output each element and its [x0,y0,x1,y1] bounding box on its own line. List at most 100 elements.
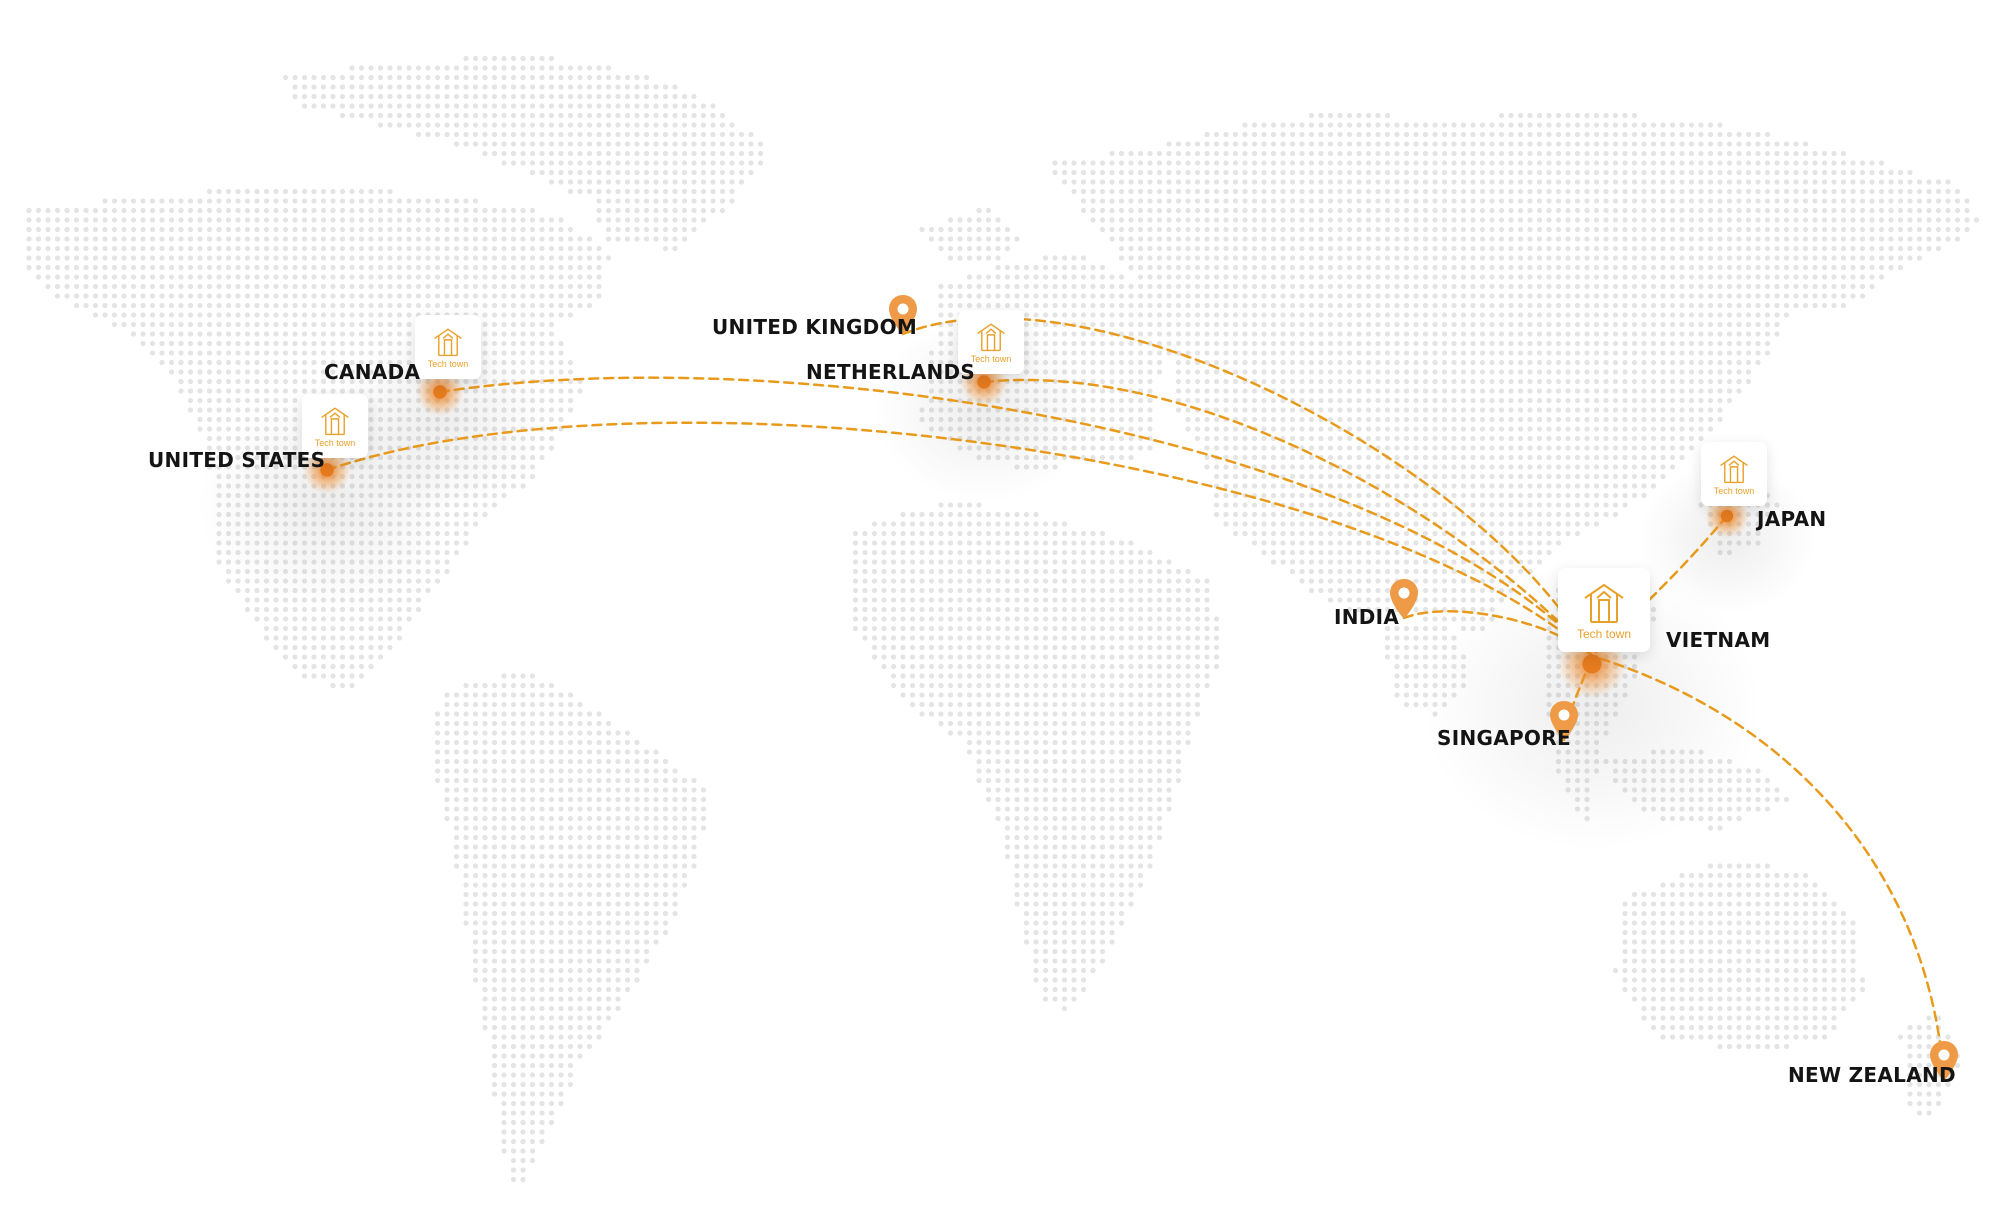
map-dot [1223,293,1229,299]
map-dot [1517,283,1524,290]
map-dot [1451,359,1457,366]
map-dot [947,302,954,309]
map-dot [216,416,222,423]
map-dot [1403,160,1410,166]
map-dot [1498,416,1505,423]
map-dot [1308,245,1315,252]
map-dot [605,74,612,81]
map-dot [330,255,336,261]
map-dot [1460,122,1467,128]
map-dot [1764,293,1771,299]
map-dot [330,321,336,328]
map-dot [292,369,298,375]
map-dot [1460,283,1467,290]
map-dot [539,321,545,328]
map-dot [1574,359,1581,366]
map-dot [1669,302,1676,309]
map-dot [1574,302,1581,309]
map-dot [1745,274,1752,280]
map-dot [662,122,669,128]
map-dot [681,141,688,147]
map-dot [1346,264,1353,271]
map-dot [596,188,602,195]
map-dot [700,141,707,147]
map-dot [1555,426,1562,432]
map-dot [643,207,650,214]
map-dot [159,302,165,309]
map-dot [1907,255,1913,261]
map-dot [1137,283,1144,290]
map-dot [1166,283,1172,290]
map-dot [1470,426,1476,432]
map-dot [634,150,640,157]
map-dot [1527,122,1533,128]
map-dot [501,103,507,109]
map-dot [1299,312,1305,318]
map-dot [1612,407,1619,413]
map-dot [482,122,488,128]
map-dot [1603,207,1609,214]
map-dot [1071,293,1077,299]
map-dot [282,217,289,223]
map-dot [1403,397,1410,404]
map-dot [976,293,982,299]
map-dot [1061,331,1068,337]
map-dot [985,293,992,299]
map-dot [1498,302,1505,309]
map-dot [615,84,621,90]
map-dot [54,274,61,280]
map-dot [1935,207,1942,214]
map-dot [1413,264,1419,271]
map-dot [634,207,640,214]
map-dot [1593,112,1600,119]
map-dot [1251,435,1258,442]
map-dot [1118,160,1125,166]
map-dot [1441,169,1448,176]
map-dot [339,274,346,280]
map-dot [691,217,697,223]
map-dot [1109,350,1115,356]
map-dot [159,207,165,214]
map-dot [453,103,460,109]
map-dot [1090,359,1096,366]
map-dot [396,236,403,242]
map-dot [1213,321,1220,328]
map-dot [1555,312,1562,318]
map-dot [672,217,678,223]
map-dot [681,103,688,109]
map-dot [605,198,612,204]
map-dot [1375,435,1381,442]
map-dot [1755,160,1761,166]
map-dot [415,131,422,138]
map-dot [491,93,498,100]
map-dot [1175,378,1182,385]
map-dot [1223,312,1229,318]
map-dot [159,264,165,271]
map-dot [1555,188,1562,195]
map-dot [1432,388,1438,394]
map-dot [1185,141,1191,147]
map-dot [605,93,612,100]
map-dot [482,264,488,271]
map-dot [1014,274,1020,280]
map-dot [1479,245,1486,252]
map-dot [596,274,602,280]
map-dot [653,236,659,242]
map-dot [1289,131,1296,138]
map-dot [178,274,184,280]
map-dot [1584,359,1590,366]
map-dot [577,179,583,185]
map-dot [1631,226,1638,233]
map-dot [1441,122,1448,128]
map-dot [653,198,659,204]
map-dot [1840,226,1847,233]
map-dot [1935,217,1942,223]
map-dot [1536,217,1543,223]
map-dot [567,302,574,309]
map-dot [301,388,308,394]
map-dot [1118,378,1125,385]
map-dot [1204,388,1210,394]
map-dot [1888,236,1894,242]
map-dot [605,207,612,214]
map-dot [1432,160,1438,166]
